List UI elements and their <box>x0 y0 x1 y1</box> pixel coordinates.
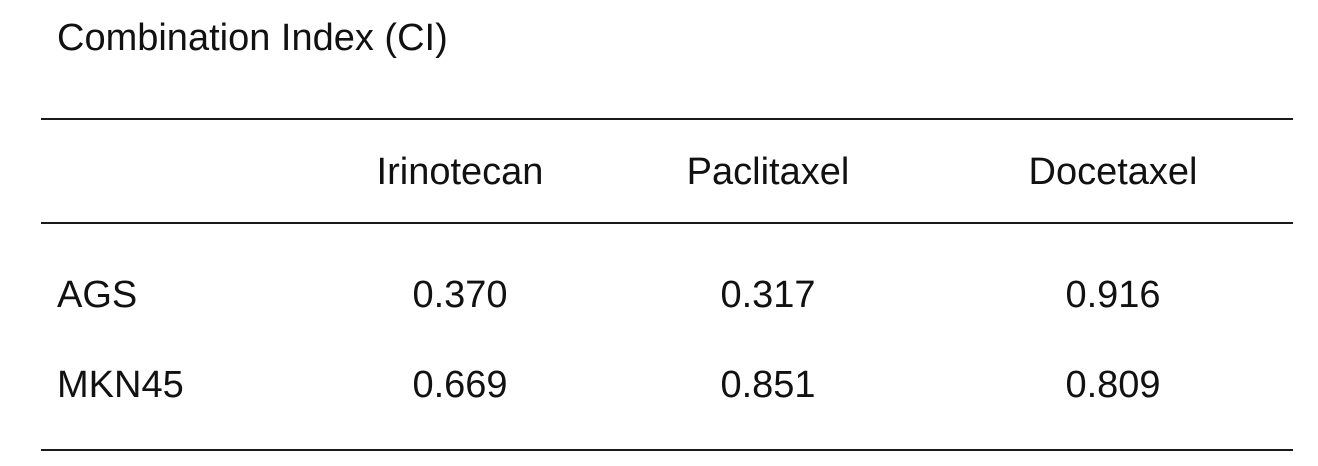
ags-docetaxel-ci: 0.916 <box>1065 274 1161 316</box>
bottom-rule <box>41 449 1293 451</box>
ags-irinotecan-ci: 0.370 <box>412 274 508 316</box>
ags-paclitaxel-ci: 0.317 <box>720 274 816 316</box>
mkn45-irinotecan-ci: 0.669 <box>412 364 508 406</box>
header-irinotecan: Irinotecan <box>376 151 544 193</box>
row-label-ags: AGS <box>57 274 138 316</box>
mkn45-paclitaxel-ci: 0.851 <box>720 364 816 406</box>
header-docetaxel: Docetaxel <box>1028 151 1198 193</box>
top-rule <box>41 118 1293 120</box>
mkn45-docetaxel-ci: 0.809 <box>1065 364 1161 406</box>
header-rule <box>41 222 1293 224</box>
row-label-mkn45: MKN45 <box>57 364 184 406</box>
table-title: Combination Index (CI) <box>57 17 448 59</box>
header-paclitaxel: Paclitaxel <box>686 151 850 193</box>
